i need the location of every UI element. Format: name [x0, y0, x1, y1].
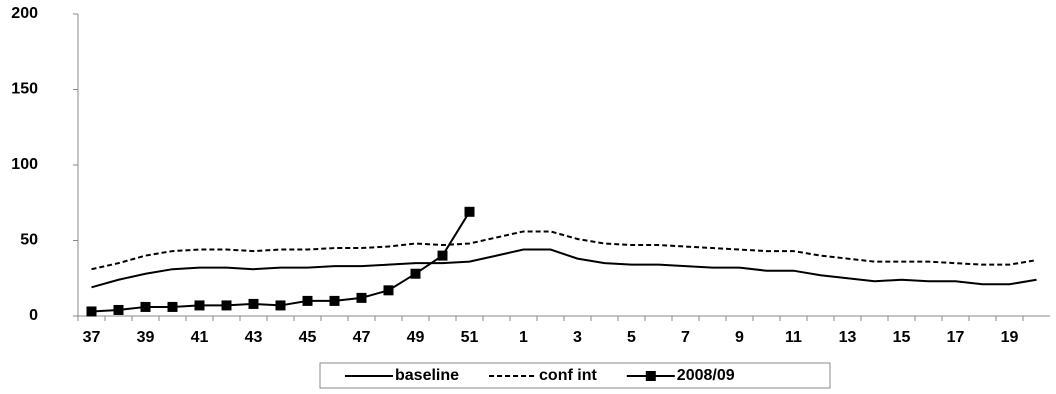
marker — [464, 206, 475, 217]
marker — [194, 300, 205, 311]
x-tick-label: 11 — [785, 329, 802, 346]
legend-box — [319, 362, 831, 389]
marker — [113, 304, 124, 315]
series-line — [91, 230, 1037, 271]
y-tick-label: 100 — [11, 156, 38, 173]
x-tick-label: 47 — [353, 329, 371, 346]
marker — [410, 268, 421, 279]
x-tick-label: 39 — [137, 329, 155, 346]
marker — [383, 285, 394, 296]
x-tick-label: 51 — [461, 329, 479, 346]
x-tick-label: 45 — [299, 329, 317, 346]
x-tick-label: 37 — [83, 329, 101, 346]
marker — [140, 301, 151, 312]
marker — [356, 292, 367, 303]
marker — [302, 295, 313, 306]
marker — [329, 295, 340, 306]
x-tick-label: 43 — [245, 329, 263, 346]
x-tick-label: 19 — [1001, 329, 1019, 346]
x-tick-label: 1 — [519, 329, 528, 346]
legend-marker — [645, 371, 656, 381]
y-tick-label: 0 — [29, 307, 38, 324]
y-tick-label: 150 — [11, 81, 38, 98]
x-tick-label: 15 — [893, 329, 911, 346]
marker — [221, 300, 232, 311]
marker — [167, 301, 178, 312]
marker — [275, 300, 286, 311]
x-tick-label: 17 — [947, 329, 965, 346]
x-tick-label: 41 — [191, 329, 209, 346]
marker — [437, 250, 448, 261]
x-tick-label: 7 — [681, 329, 690, 346]
series-line — [91, 211, 471, 313]
legend-label: 2008/09 — [677, 367, 735, 384]
marker — [248, 298, 259, 309]
x-tick-label: 3 — [573, 329, 582, 346]
x-tick-label: 13 — [839, 329, 857, 346]
y-tick-label: 50 — [20, 232, 38, 249]
y-tick-label: 200 — [11, 5, 38, 22]
x-tick-label: 9 — [735, 329, 744, 346]
marker — [86, 306, 97, 317]
x-tick-label: 49 — [407, 329, 425, 346]
legend-label: baseline — [395, 367, 459, 384]
legend-label: conf int — [539, 367, 597, 384]
x-tick-label: 5 — [627, 329, 636, 346]
series-line — [91, 248, 1037, 289]
